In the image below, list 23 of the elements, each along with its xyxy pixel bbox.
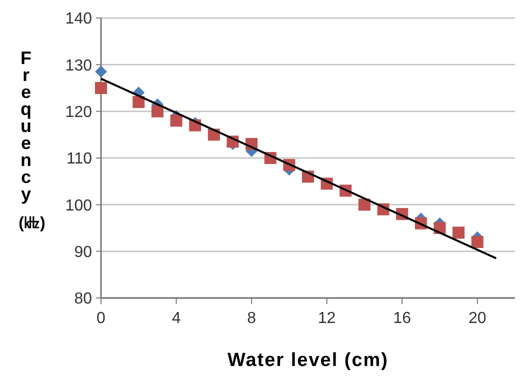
point [95,66,107,78]
x-tick-label: 16 [393,310,412,327]
point [151,105,164,118]
y-tick-label: 130 [65,57,92,74]
y-tick-label: 140 [65,10,92,28]
point [471,236,484,248]
point [358,198,370,211]
point [452,226,465,239]
y-tick-label: 110 [66,150,92,168]
y-tick-label: 80 [74,290,92,308]
point [132,96,145,108]
point [170,114,182,127]
y-tick-label: 120 [65,104,92,121]
x-tick-label: 12 [318,310,336,327]
x-tick-label: 4 [172,310,181,327]
y-axis-title: Frequency (㎑) [16,48,46,232]
y-tick-label: 100 [65,197,92,214]
x-tick-label: 0 [96,310,106,327]
y-tick-label: 90 [74,244,92,261]
x-tick-label: 8 [247,310,256,327]
point [95,82,107,94]
x-axis-title: Water level (cm) [227,350,389,371]
x-tick-label: 20 [468,310,486,327]
